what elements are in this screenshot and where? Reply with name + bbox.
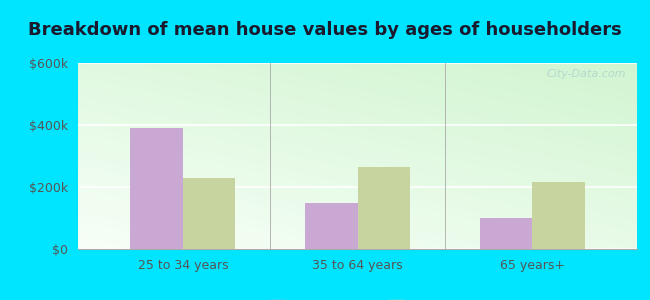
Bar (183, 178, 235, 249)
Text: Breakdown of mean house values by ages of householders: Breakdown of mean house values by ages o… (28, 21, 622, 39)
Bar (305, 202, 358, 249)
Bar (358, 167, 410, 249)
Bar (131, 128, 183, 249)
Text: City-Data.com: City-Data.com (546, 69, 626, 79)
Bar (480, 218, 532, 249)
Bar (532, 182, 584, 249)
